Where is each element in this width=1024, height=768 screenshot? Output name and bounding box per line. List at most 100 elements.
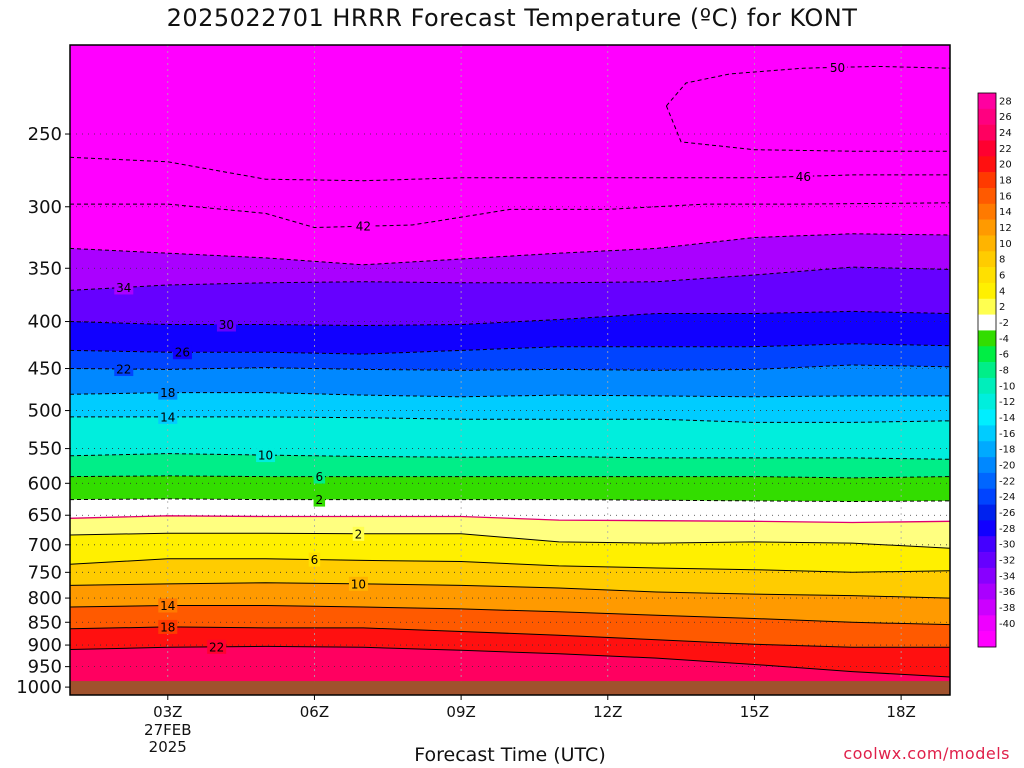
gridlines	[70, 45, 950, 695]
colorbar-swatch-0	[978, 93, 996, 110]
band-6	[70, 558, 950, 599]
x-tick-label-03Z: 03Z	[153, 703, 182, 721]
contour-label-bg--22	[114, 362, 134, 377]
colorbar-label-24: 24	[999, 128, 1012, 139]
colorbar-label-16: 16	[999, 191, 1012, 202]
contour-label-bg--26	[172, 345, 192, 360]
contour-2	[70, 532, 950, 549]
colorbar-label--26: -26	[999, 508, 1015, 519]
colorbar-label--30: -30	[999, 540, 1015, 551]
colorbar-label-14: 14	[999, 207, 1012, 218]
ground-fill	[70, 681, 950, 695]
contour-label-bg--6	[313, 469, 326, 484]
colorbar-label--12: -12	[999, 397, 1015, 408]
y-tick-label-300: 300	[28, 197, 62, 218]
x-tick-label-18Z: 18Z	[886, 703, 915, 721]
colorbar-swatch-28	[978, 536, 996, 553]
contour-label-bg--18	[158, 385, 178, 400]
contour-label-bg-6	[308, 552, 321, 567]
band-14	[70, 605, 950, 648]
y-tick-label-700: 700	[28, 535, 62, 556]
colorbar-swatch-30	[978, 567, 996, 584]
band--18	[70, 392, 950, 423]
colorbar-label--40: -40	[999, 619, 1015, 630]
band--26	[70, 343, 950, 371]
contour-label-22: 22	[209, 640, 224, 654]
x-tick-label-15Z: 15Z	[740, 703, 769, 721]
colorbar-swatch-23	[978, 457, 996, 474]
contour-label-6: 6	[311, 553, 319, 567]
colorbar-swatch-18	[978, 377, 996, 395]
contour-label--2: 2	[316, 493, 324, 507]
contour-label--14: 14	[160, 410, 175, 424]
contour-label--22: 22	[116, 363, 131, 377]
contour-label-bg-2	[352, 526, 365, 541]
contour-label-bg--2	[313, 492, 326, 507]
colorbar-swatch-5	[978, 172, 996, 189]
x-date-line-1: 2025	[149, 738, 187, 756]
x-tick-label-06Z: 06Z	[300, 703, 329, 721]
colorbar-frame	[977, 92, 997, 648]
colorbar-swatch-3	[978, 140, 996, 157]
colorbar-label--16: -16	[999, 429, 1015, 440]
band--46	[70, 157, 950, 228]
contour-label--50: 50	[830, 61, 845, 75]
colorbar-label-22: 22	[999, 144, 1012, 155]
x-axis-label: Forecast Time (UTC)	[414, 744, 606, 766]
band--6	[70, 475, 950, 502]
colorbar-swatch-25	[978, 488, 996, 505]
chart-title: 2025022701 HRRR Forecast Temperature (ºC…	[166, 4, 858, 32]
colorbar-swatch-6	[978, 187, 996, 205]
contour-label-bg--14	[158, 409, 178, 424]
colorbar-label-4: 4	[999, 286, 1005, 297]
band--30	[70, 311, 950, 355]
ground-below-surface	[70, 681, 950, 695]
band--10	[70, 453, 950, 478]
contour-label--6: 6	[316, 470, 324, 484]
contour-label--46: 46	[796, 170, 811, 184]
colorbar-swatch-27	[978, 520, 996, 537]
contour-label--26: 26	[175, 346, 190, 360]
temperature-fill	[70, 45, 950, 695]
colorbar-swatch-10	[978, 251, 996, 268]
colorbar-label-18: 18	[999, 176, 1012, 187]
colorbar-label--20: -20	[999, 460, 1015, 471]
contour--50	[666, 65, 950, 107]
colorbar-label-20: 20	[999, 160, 1012, 171]
contour-label-bg-10	[348, 576, 368, 591]
contour-label-18: 18	[160, 620, 175, 634]
contour-18	[70, 626, 950, 648]
y-tick-label-400: 400	[28, 312, 62, 333]
colorbar-swatch-11	[978, 267, 996, 284]
y-tick-label-900: 900	[28, 635, 62, 656]
colorbar-swatch-21	[978, 425, 996, 442]
colorbar-label-28: 28	[999, 96, 1012, 107]
y-tick-label-600: 600	[28, 473, 62, 494]
contour-label-bg-14	[158, 598, 178, 613]
colorbar-swatch-15	[978, 330, 996, 347]
contour-label-bg--50	[828, 60, 848, 75]
x-tick-label-12Z: 12Z	[593, 703, 622, 721]
band--14	[70, 416, 950, 460]
colorbar-swatch-19	[978, 393, 996, 410]
colorbar-label-26: 26	[999, 112, 1012, 123]
y-tick-label-250: 250	[28, 124, 62, 145]
colorbar-swatch-24	[978, 472, 996, 490]
contour-label-bg--34	[114, 280, 134, 295]
colorbar-swatch-26	[978, 504, 996, 521]
y-tick-label-1000: 1000	[16, 677, 62, 698]
colorbar-swatch-22	[978, 441, 996, 458]
band--34	[70, 267, 950, 326]
contour-label-bg--42	[353, 219, 373, 234]
colorbar-label-6: 6	[999, 271, 1005, 282]
contour-label-14: 14	[160, 599, 175, 613]
y-tick-label-450: 450	[28, 359, 62, 380]
colorbar-swatch-34	[978, 631, 996, 648]
colorbar-swatch-32	[978, 599, 996, 616]
colorbar-swatch-13	[978, 298, 996, 315]
contour-6	[70, 558, 950, 573]
colorbar-label--32: -32	[999, 555, 1015, 566]
colorbar-label--4: -4	[999, 334, 1009, 345]
